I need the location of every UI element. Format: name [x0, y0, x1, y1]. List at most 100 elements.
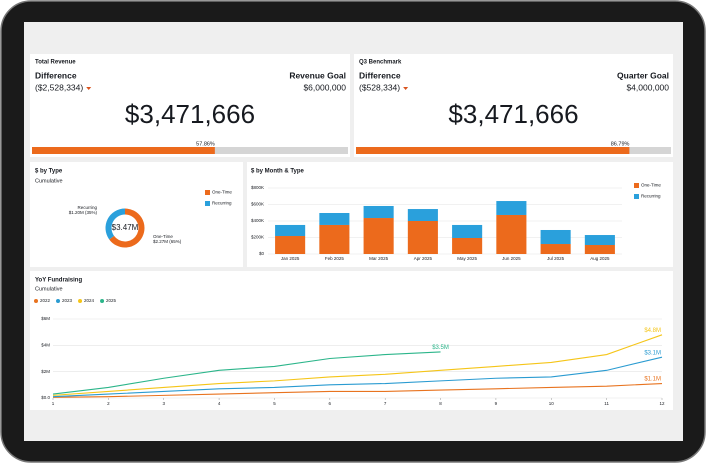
y-tick-label: $2M — [41, 369, 50, 374]
dropdown-arrow — [86, 87, 92, 90]
line-panel — [30, 271, 673, 410]
x-tick-label: 8 — [439, 401, 442, 406]
x-tick-label: Apr 2025 — [414, 256, 433, 261]
progress-percent: 86.79% — [611, 141, 630, 147]
bar-segment — [540, 229, 571, 245]
legend-marker — [34, 299, 38, 303]
donut-slice — [105, 208, 126, 240]
chart-title: $ by Type — [35, 169, 63, 175]
end-label: $3.1M — [644, 350, 661, 356]
x-tick-label: 11 — [604, 401, 609, 406]
bar-segment — [407, 209, 438, 221]
x-tick-label: 6 — [329, 401, 332, 406]
goal-value: $4,000,000 — [626, 82, 669, 92]
legend-swatch — [205, 190, 210, 195]
x-tick-label: Feb 2025 — [325, 256, 345, 261]
end-label: $1.1M — [644, 377, 661, 383]
bar-segment — [363, 205, 394, 219]
y-tick-label: $600K — [251, 202, 264, 207]
legend-label: Recurring — [212, 201, 232, 206]
bar-segment — [452, 237, 483, 254]
difference-value: ($528,334) — [359, 82, 400, 92]
bar-segment — [584, 235, 615, 246]
chart-title: $ by Month & Type — [251, 169, 305, 175]
x-tick-label: Jul 2025 — [547, 256, 565, 261]
bar-segment — [319, 224, 350, 254]
legend-swatch — [205, 201, 210, 206]
amount-value: $3,471,666 — [125, 99, 255, 129]
series-line — [52, 351, 441, 395]
x-tick-label: 1 — [52, 401, 55, 406]
x-tick-label: 3 — [162, 401, 165, 406]
legend-label: One-Time — [212, 190, 232, 195]
chart-subtitle: Cumulative — [35, 178, 63, 184]
series-line — [52, 334, 663, 396]
x-tick-label: 2 — [107, 401, 110, 406]
progress-fill — [32, 147, 215, 154]
difference-label: Difference — [35, 70, 77, 80]
bar-segment — [363, 218, 394, 254]
x-tick-label: 4 — [218, 401, 221, 406]
x-tick-label: Mar 2025 — [369, 256, 389, 261]
progress-percent: 57.86% — [196, 141, 215, 147]
x-tick-label: 10 — [549, 401, 555, 406]
x-tick-label: Jan 2025 — [281, 256, 300, 261]
legend-label: 2025 — [106, 298, 117, 303]
bar-segment — [407, 221, 438, 254]
legend-marker — [78, 299, 83, 303]
x-tick-label: 5 — [273, 401, 276, 406]
series-line — [52, 382, 663, 398]
card-panel — [30, 54, 350, 157]
y-tick-label: $0 — [259, 251, 265, 256]
x-tick-label: 9 — [495, 401, 498, 406]
difference-value: ($2,528,334) — [35, 82, 83, 92]
y-tick-label: $4M — [41, 343, 50, 348]
legend-label: Recurring — [641, 194, 661, 199]
goal-label: Quarter Goal — [617, 70, 669, 80]
legend-label: 2022 — [40, 298, 51, 303]
slice-name: One-Time — [153, 234, 173, 239]
legend-label: One-Time — [641, 183, 661, 188]
slice-name: Recurring — [77, 205, 97, 210]
bar-segment — [275, 224, 306, 237]
donut-slice — [109, 208, 145, 248]
slice-label: $1.20M (35%) — [69, 210, 98, 215]
y-tick-label: $200K — [251, 235, 264, 240]
bar-segment — [496, 214, 527, 254]
difference-label: Difference — [359, 70, 401, 80]
y-tick-label: $800K — [251, 185, 264, 190]
donut-center: $3.47M — [112, 223, 139, 232]
bar-segment — [319, 212, 350, 225]
chart-subtitle: Cumulative — [35, 286, 63, 292]
legend-marker — [100, 299, 105, 303]
legend-swatch — [634, 194, 639, 199]
card-title: Q3 Benchmark — [359, 60, 402, 66]
y-tick-label: $0.0 — [41, 395, 50, 400]
bar-segment — [540, 244, 571, 254]
x-tick-label: Jun 2025 — [502, 256, 521, 261]
x-tick-label: 12 — [659, 401, 665, 406]
legend-label: 2024 — [84, 298, 95, 303]
card-panel — [354, 54, 673, 157]
x-tick-label: Aug 2025 — [590, 256, 610, 261]
progress-fill — [356, 147, 630, 154]
slice-label: $2.27M (65%) — [153, 239, 182, 244]
y-tick-label: $6M — [41, 316, 50, 321]
bar-segment — [584, 245, 615, 254]
end-label: $3.5M — [432, 345, 449, 351]
bar-segment — [275, 236, 306, 254]
x-tick-label: May 2025 — [457, 256, 477, 261]
series-line — [52, 356, 663, 398]
goal-value: $6,000,000 — [303, 82, 346, 92]
dropdown-arrow — [403, 87, 409, 90]
legend-label: 2023 — [62, 298, 73, 303]
amount-value: $3,471,666 — [448, 99, 578, 129]
bar-segment — [496, 201, 527, 215]
x-tick-label: 7 — [384, 401, 387, 406]
chart-title: YoY Fundraising — [35, 278, 82, 284]
end-label: $4.8M — [644, 328, 661, 334]
goal-label: Revenue Goal — [289, 70, 346, 80]
y-tick-label: $400K — [251, 218, 264, 223]
bar-segment — [452, 224, 483, 238]
